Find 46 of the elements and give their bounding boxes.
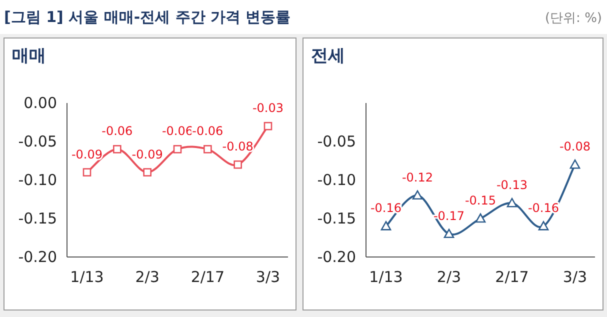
- data-label: -0.15: [464, 194, 496, 208]
- y-tick-label: -0.10: [18, 171, 57, 189]
- chart-title: 전세: [311, 46, 345, 66]
- x-tick-label: 2/3: [135, 268, 160, 286]
- data-label: -0.12: [402, 170, 434, 184]
- point: [475, 213, 486, 223]
- point: [570, 159, 580, 169]
- point: [380, 221, 392, 230]
- text: (단위: %): [544, 11, 602, 26]
- text: [그림 1] 서울 매매-전세 주간 가격 변동률: [4, 8, 291, 26]
- y-tick-label: -0.10: [317, 171, 356, 189]
- point: [234, 160, 242, 169]
- point: [264, 122, 272, 130]
- y-tick-label: -0.05: [317, 132, 356, 150]
- point: [173, 145, 182, 154]
- data-label: -0.03: [252, 101, 284, 116]
- point: [444, 228, 454, 238]
- point: [143, 168, 152, 176]
- chart-title: 매매: [12, 46, 46, 66]
- y-tick-label: -0.15: [18, 210, 57, 228]
- data-label: -0.13: [496, 178, 528, 192]
- point: [82, 168, 92, 176]
- y-tick-label: -0.20: [317, 248, 356, 266]
- y-tick-label: -0.15: [317, 210, 356, 228]
- y-tick-label: -0.20: [18, 248, 57, 266]
- x-tick-label: 2/3: [436, 268, 462, 286]
- data-label: -0.08: [559, 140, 591, 154]
- data-label: -0.09: [132, 147, 163, 162]
- x-tick-label: 2/17: [190, 268, 225, 286]
- point: [113, 145, 122, 154]
- data-label: -0.08: [222, 140, 254, 154]
- data-label: -0.06: [192, 124, 224, 138]
- x-tick-label: 1/13: [70, 268, 104, 286]
- x-tick-label: 3/3: [562, 268, 588, 286]
- x-tick-label: 2/17: [495, 268, 529, 286]
- y-tick-label: 0.00: [24, 94, 57, 112]
- point: [412, 190, 423, 200]
- x-tick-label: 1/13: [369, 268, 403, 286]
- point: [538, 221, 549, 230]
- data-label: -0.06: [102, 124, 133, 138]
- y-tick-label: -0.05: [18, 132, 57, 150]
- x-tick-label: 3/3: [256, 268, 280, 286]
- data-label: -0.09: [71, 147, 103, 162]
- point: [204, 145, 212, 154]
- point: [506, 198, 518, 208]
- data-label: -0.06: [162, 124, 194, 138]
